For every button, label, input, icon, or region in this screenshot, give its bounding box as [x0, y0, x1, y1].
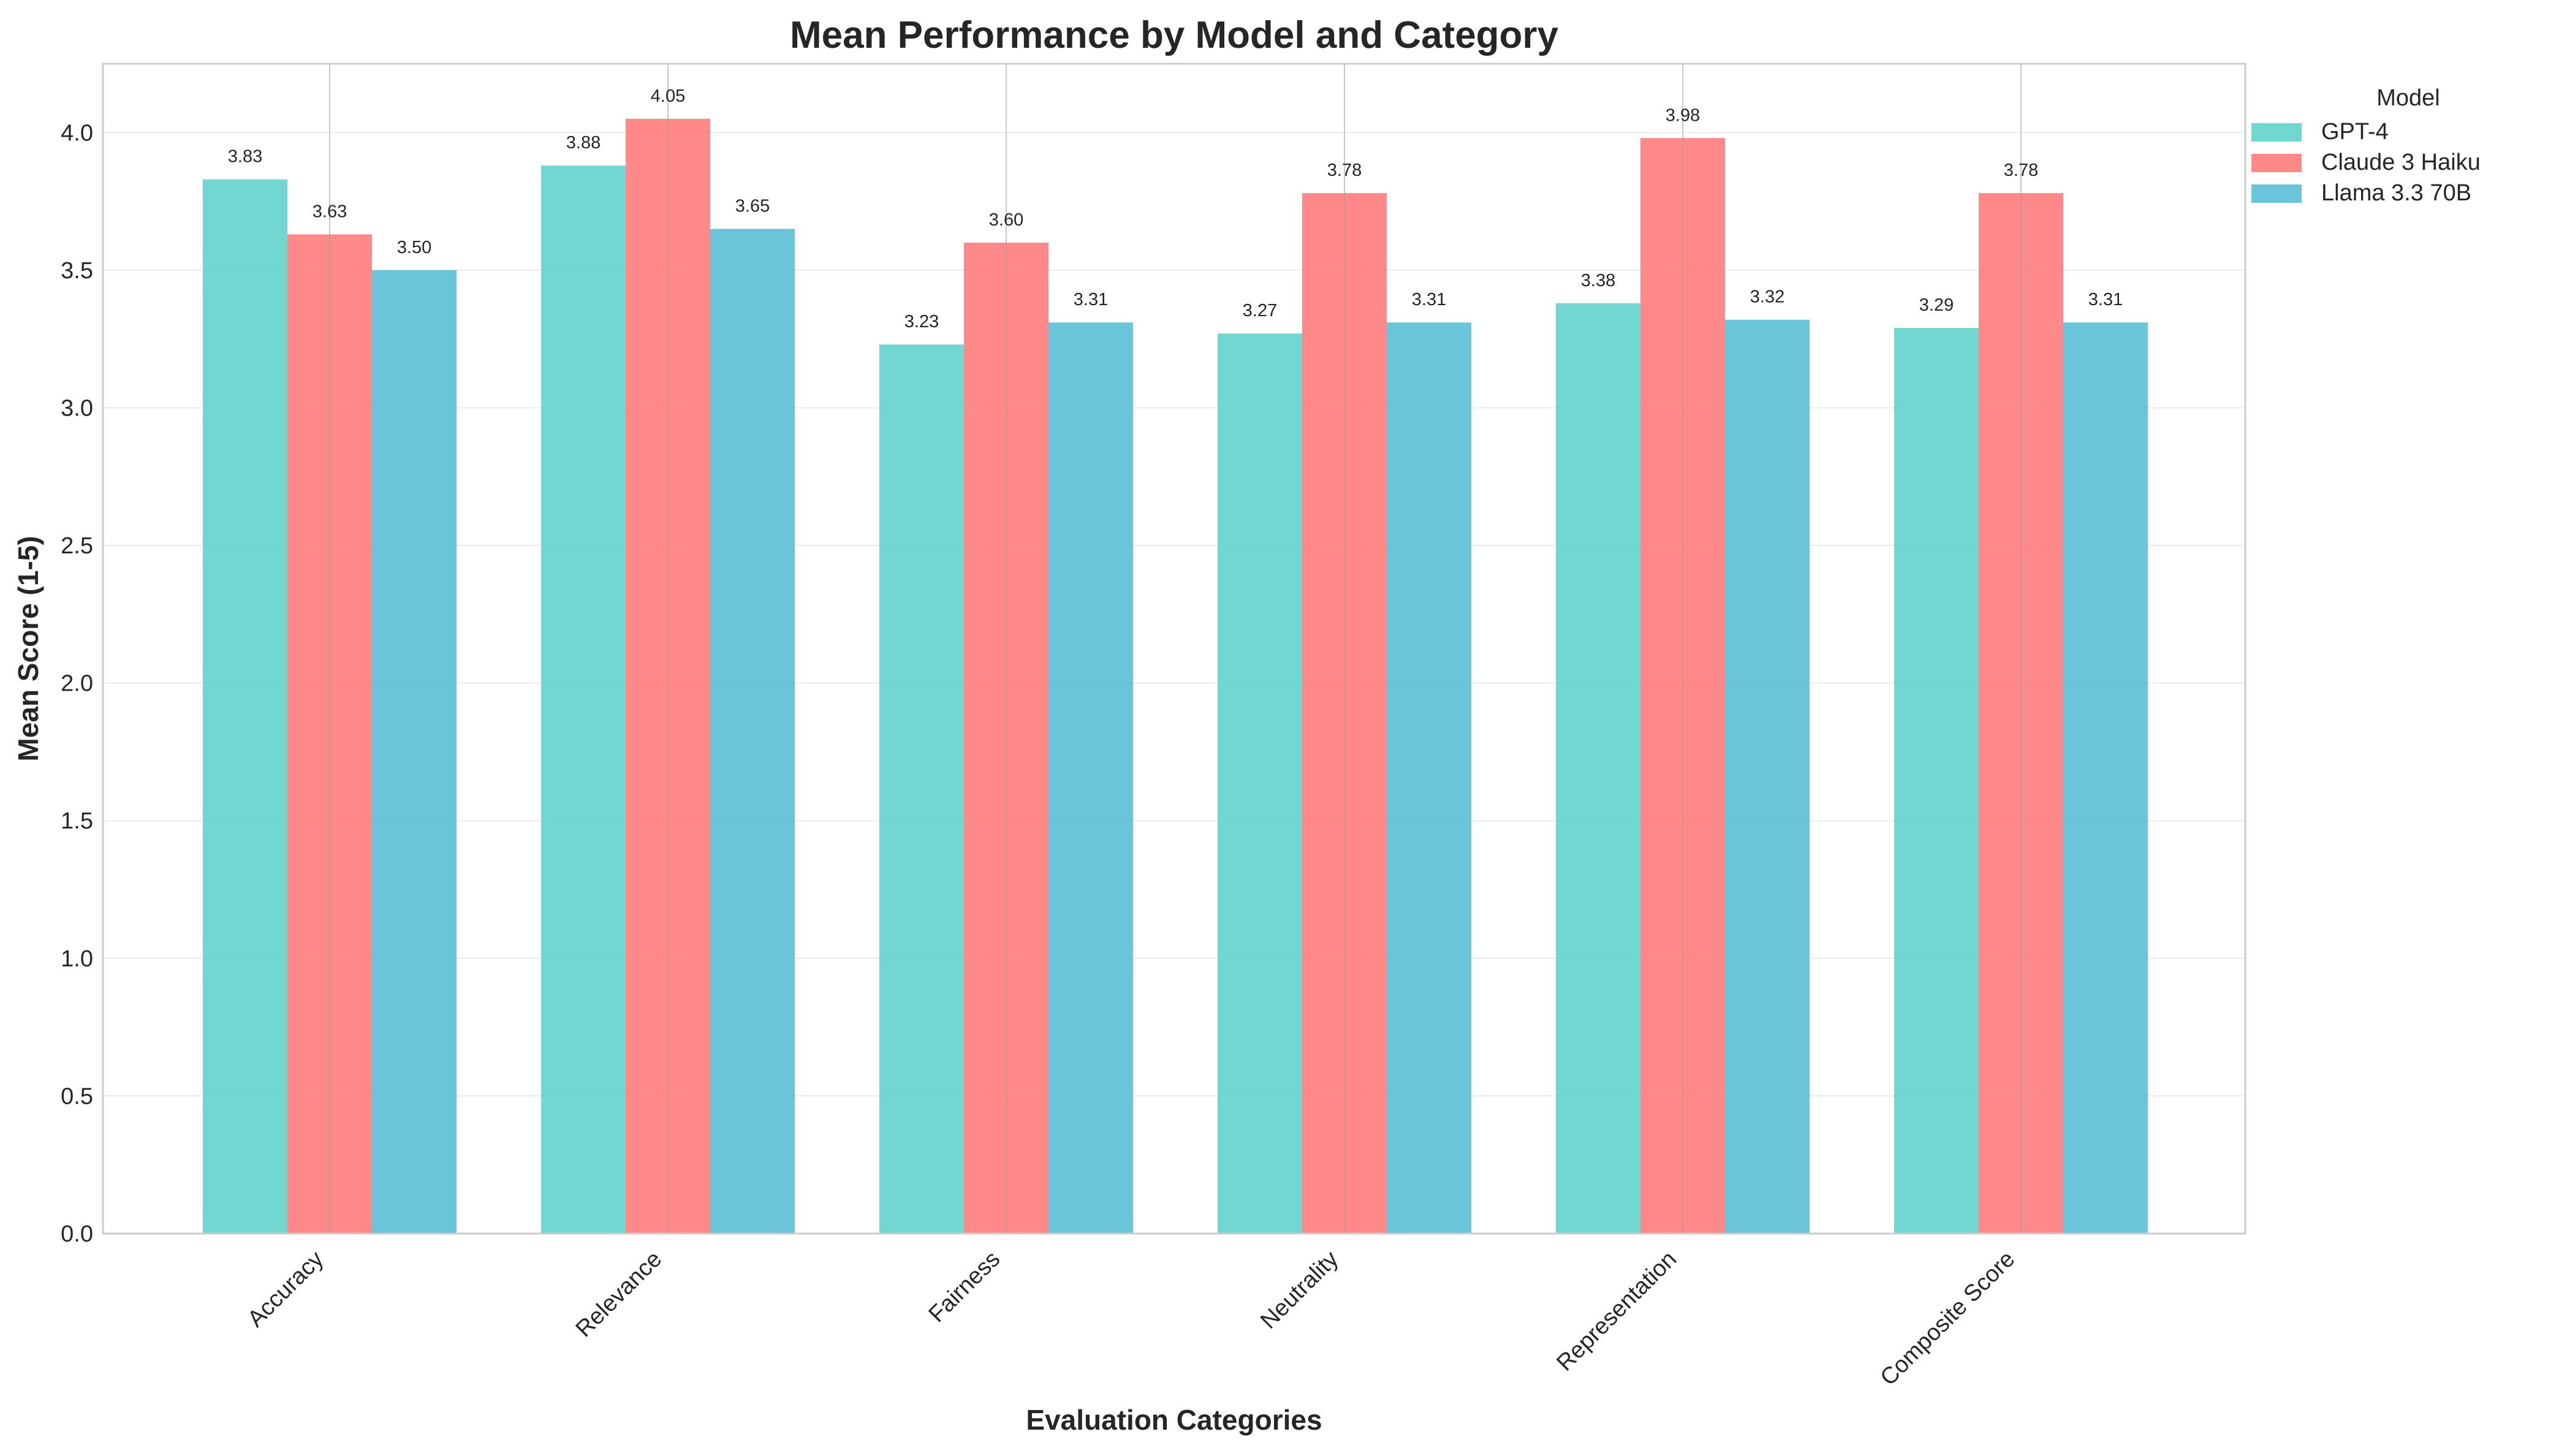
data-label: 3.38	[1581, 271, 1615, 290]
y-tick-label: 0.0	[61, 1221, 93, 1247]
data-label: 3.88	[566, 133, 601, 153]
bar	[710, 229, 795, 1234]
legend-swatch	[2251, 154, 2302, 172]
data-label: 3.31	[2088, 290, 2123, 309]
legend-label: Llama 3.3 70B	[2321, 180, 2471, 206]
data-label: 3.60	[989, 210, 1023, 230]
bars	[203, 118, 2148, 1234]
y-tick-label: 1.0	[61, 946, 93, 972]
data-label: 3.83	[228, 147, 262, 167]
bar	[1218, 333, 1302, 1234]
y-tick-label: 3.5	[61, 258, 93, 284]
data-label: 3.31	[1412, 290, 1446, 309]
bar	[1048, 322, 1133, 1234]
bar	[879, 344, 964, 1234]
data-label: 3.63	[313, 202, 347, 221]
data-label: 3.98	[1666, 105, 1700, 125]
y-tick-label: 1.5	[61, 808, 93, 834]
legend: Model GPT-4 Claude 3 Haiku Llama 3.3 70B	[2251, 85, 2481, 206]
bar	[1894, 328, 1979, 1234]
bar	[1725, 319, 1810, 1234]
y-tick-label: 3.0	[61, 395, 93, 421]
x-axis-label: Evaluation Categories	[1026, 1404, 1322, 1436]
data-label: 3.23	[904, 312, 939, 332]
data-label: 3.78	[1327, 161, 1362, 180]
bar	[541, 165, 626, 1234]
bar	[2063, 322, 2148, 1234]
data-label: 3.50	[397, 238, 431, 257]
y-tick-label: 0.5	[61, 1083, 93, 1109]
legend-label: Claude 3 Haiku	[2321, 150, 2481, 175]
bar	[203, 179, 287, 1234]
data-label: 3.32	[1750, 287, 1784, 307]
legend-title: Model	[2376, 85, 2440, 111]
legend-label: GPT-4	[2321, 119, 2389, 145]
y-axis-label: Mean Score (1-5)	[12, 536, 44, 761]
data-label: 3.31	[1074, 290, 1108, 309]
y-tick-label: 4.0	[61, 120, 93, 146]
data-label: 3.27	[1243, 301, 1277, 320]
data-labels: 3.83 3.63 3.50 3.88 4.05 3.65 3.23 3.60 3.31 3.27…	[228, 86, 2123, 332]
y-axis-ticks: 0.0 0.5 1.0 1.5 2.0 2.5 3.0 3.5 4.0	[61, 120, 93, 1247]
plot-frame	[102, 63, 2246, 1235]
chart-title: Mean Performance by Model and Category	[790, 14, 1559, 56]
bar	[372, 270, 457, 1234]
y-tick-label: 2.0	[61, 671, 93, 697]
data-label: 3.78	[2004, 161, 2038, 180]
data-label: 3.65	[735, 197, 770, 216]
data-label: 4.05	[651, 86, 685, 106]
bar	[1387, 322, 1471, 1234]
y-tick-label: 2.5	[61, 533, 93, 559]
data-label: 3.29	[1919, 295, 1954, 315]
vertical-gridlines	[329, 64, 2022, 1234]
legend-swatch	[2251, 184, 2302, 203]
legend-swatch	[2251, 123, 2302, 142]
bar	[1556, 303, 1640, 1234]
